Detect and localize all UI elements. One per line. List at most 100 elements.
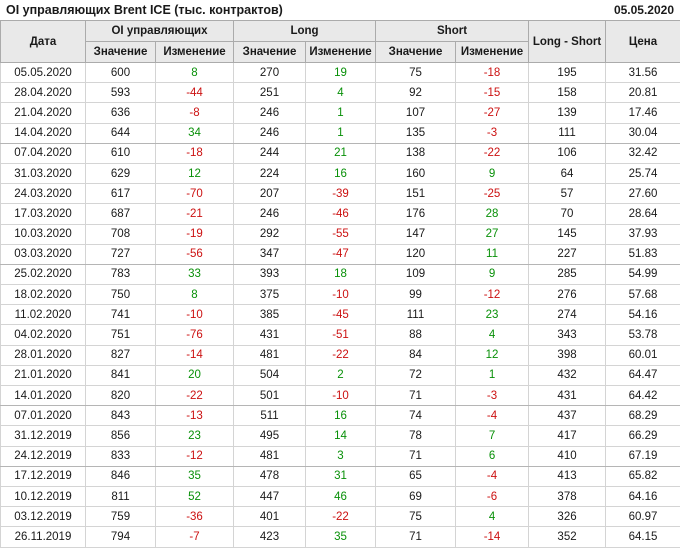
cell-long-value: 504: [233, 364, 306, 387]
cell-long-change: -45: [304, 304, 377, 326]
cell-long-value: 393: [233, 263, 306, 286]
table-row: 17.03.2020 687 -21 246 -46 176 28 70 28.64: [0, 203, 680, 225]
cell-oi-change: -13: [155, 405, 234, 427]
cell-long-short: 70: [528, 203, 607, 225]
cell-long-change: 35: [304, 526, 377, 548]
cell-oi-value: 600: [85, 61, 156, 84]
cell-short-change: -15: [455, 82, 530, 104]
cell-date: 10.03.2020: [0, 223, 86, 245]
cell-long-change: 18: [304, 263, 377, 286]
table-row: 05.05.2020 600 8 270 19 75 -18 195 31.56: [0, 61, 680, 84]
cell-short-change: -12: [455, 284, 530, 306]
cell-oi-change: -12: [155, 445, 234, 467]
cell-long-change: -10: [304, 284, 377, 306]
cell-short-value: 111: [375, 304, 457, 326]
cell-oi-value: 843: [85, 405, 156, 427]
cell-long-change: -51: [304, 324, 377, 346]
cell-long-value: 501: [233, 384, 306, 407]
cell-short-value: 176: [375, 203, 457, 225]
cell-short-value: 120: [375, 243, 457, 265]
cell-long-value: 246: [233, 203, 306, 225]
cell-long-change: 2: [304, 364, 377, 387]
cell-long-short: 437: [528, 405, 607, 427]
cell-long-change: 3: [304, 445, 377, 467]
cell-oi-value: 593: [85, 82, 156, 104]
cell-long-short: 64: [528, 162, 607, 185]
table-row: 26.11.2019 794 -7 423 35 71 -14 352 64.15: [0, 526, 680, 548]
cell-date: 03.03.2020: [0, 243, 86, 265]
cell-date: 03.12.2019: [0, 506, 86, 528]
cell-long-short: 413: [528, 465, 607, 487]
cell-date: 21.01.2020: [0, 364, 86, 387]
cell-date: 31.12.2019: [0, 425, 86, 447]
subheader-short-value: Значение: [375, 41, 457, 63]
cell-price: 17.46: [605, 102, 680, 124]
cell-long-short: 57: [528, 183, 607, 205]
cell-long-change: 16: [304, 405, 377, 427]
cell-oi-change: 20: [155, 364, 234, 387]
cell-short-value: 78: [375, 425, 457, 447]
table-row: 10.12.2019 811 52 447 46 69 -6 378 64.16: [0, 485, 680, 508]
header-group-long: Long: [232, 20, 377, 42]
cell-oi-change: -14: [155, 344, 234, 366]
cell-price: 54.99: [605, 263, 680, 286]
cell-oi-change: 12: [155, 162, 234, 185]
title-bar: OI управляющих Brent ICE (тыс. контракто…: [0, 0, 680, 20]
cell-short-change: 23: [455, 304, 530, 326]
cell-oi-value: 841: [85, 364, 156, 387]
cell-short-value: 71: [375, 445, 457, 467]
cell-oi-change: 34: [155, 122, 234, 144]
table-row: 24.12.2019 833 -12 481 3 71 6 410 67.19: [0, 445, 680, 467]
cell-price: 60.97: [605, 506, 680, 528]
cell-oi-value: 644: [85, 122, 156, 144]
table-row: 31.12.2019 856 23 495 14 78 7 417 66.29: [0, 425, 680, 447]
cell-long-value: 511: [233, 405, 306, 427]
cell-oi-change: 8: [155, 284, 234, 306]
cell-short-value: 72: [375, 364, 457, 387]
cell-price: 66.29: [605, 425, 680, 447]
cell-short-value: 84: [375, 344, 457, 366]
cell-short-change: 4: [455, 324, 530, 346]
cell-date: 21.04.2020: [0, 102, 86, 124]
table-row: 28.01.2020 827 -14 481 -22 84 12 398 60.01: [0, 344, 680, 366]
cell-long-value: 478: [233, 465, 306, 487]
cell-short-change: 12: [455, 344, 530, 366]
table-row: 07.04.2020 610 -18 244 21 138 -22 106 32.42: [0, 142, 680, 164]
cell-oi-change: -10: [155, 304, 234, 326]
table-row: 21.01.2020 841 20 504 2 72 1 432 64.47: [0, 364, 680, 387]
cell-short-value: 99: [375, 284, 457, 306]
cell-short-value: 69: [375, 485, 457, 508]
cell-long-change: -22: [304, 506, 377, 528]
cell-short-change: -22: [455, 142, 530, 164]
cell-long-short: 111: [528, 122, 607, 144]
cell-price: 65.82: [605, 465, 680, 487]
table-row: 03.12.2019 759 -36 401 -22 75 4 326 60.97: [0, 506, 680, 528]
cell-oi-change: 8: [155, 61, 234, 84]
cell-oi-value: 708: [85, 223, 156, 245]
cell-short-change: -14: [455, 526, 530, 548]
cell-short-change: 28: [455, 203, 530, 225]
cell-price: 31.56: [605, 61, 680, 84]
cell-date: 07.04.2020: [0, 142, 86, 164]
cell-oi-change: -44: [155, 82, 234, 104]
cell-oi-change: -21: [155, 203, 234, 225]
cell-short-value: 151: [375, 183, 457, 205]
cell-oi-value: 846: [85, 465, 156, 487]
cell-long-short: 158: [528, 82, 607, 104]
cell-price: 64.47: [605, 364, 680, 387]
cell-long-change: 46: [304, 485, 377, 508]
cell-long-value: 224: [233, 162, 306, 185]
cell-oi-change: 52: [155, 485, 234, 508]
cell-short-value: 107: [375, 102, 457, 124]
cell-long-value: 423: [233, 526, 306, 548]
cell-short-change: 7: [455, 425, 530, 447]
cell-oi-change: -22: [155, 384, 234, 407]
cell-price: 28.64: [605, 203, 680, 225]
cell-long-value: 251: [233, 82, 306, 104]
cell-short-change: -3: [455, 384, 530, 407]
cell-long-value: 401: [233, 506, 306, 528]
cell-oi-value: 751: [85, 324, 156, 346]
table-row: 14.01.2020 820 -22 501 -10 71 -3 431 64.42: [0, 384, 680, 407]
cell-price: 64.42: [605, 384, 680, 407]
cell-date: 18.02.2020: [0, 284, 86, 306]
